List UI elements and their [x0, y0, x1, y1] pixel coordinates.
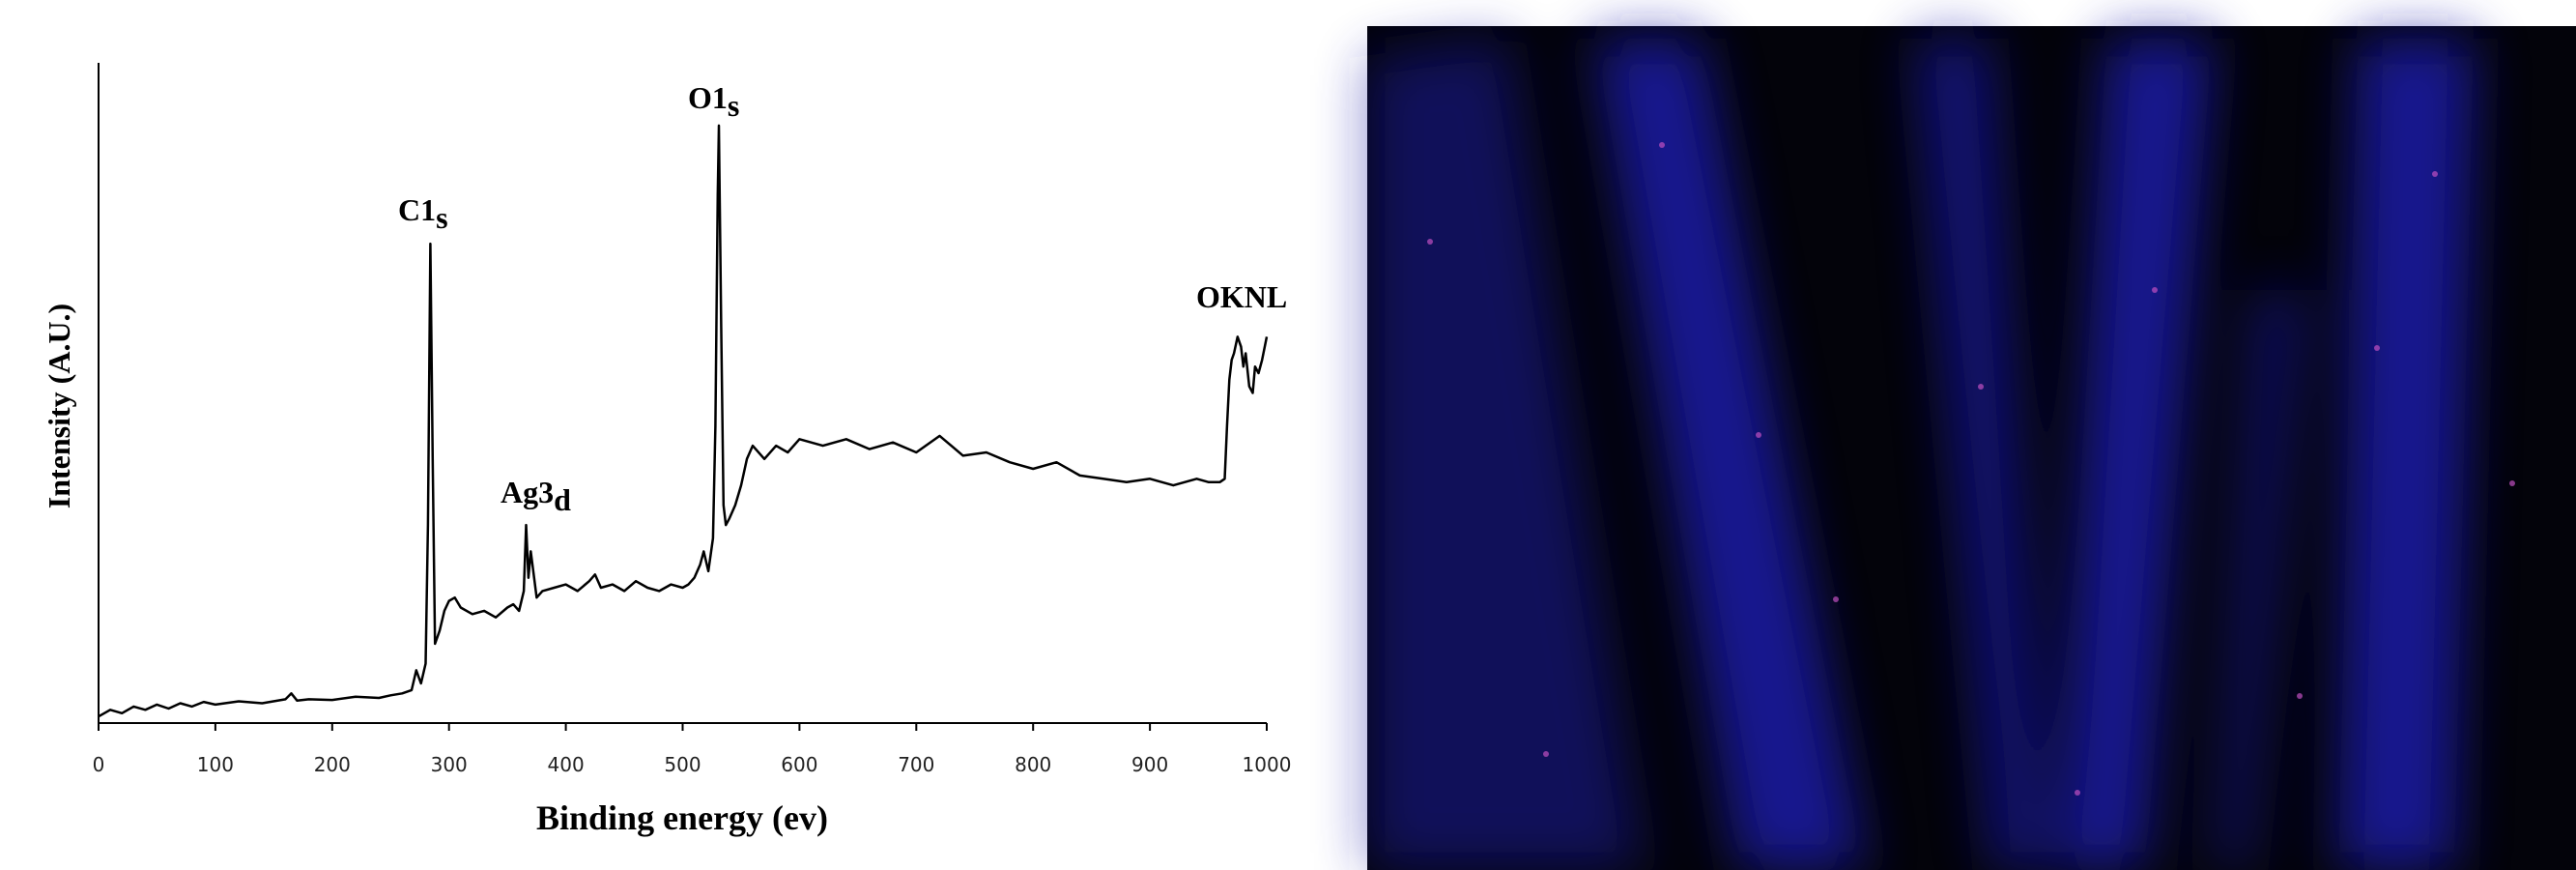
x-tick-label: 900 [1131, 753, 1168, 776]
peak-annotation: OKNL [1196, 279, 1287, 314]
annotation-subscript: d [554, 482, 571, 517]
annotation-text: C1 [398, 192, 436, 227]
annotation-subscript: s [436, 200, 447, 235]
peak-annotation: C1s [398, 192, 448, 235]
x-tick-label: 200 [314, 753, 351, 776]
spectrum-line [98, 124, 1269, 718]
peak-annotation: O1s [688, 80, 739, 123]
annotation-text: O1 [688, 80, 728, 115]
x-tick-label: 800 [1015, 753, 1051, 776]
x-axis-label: Binding energy (ev) [536, 798, 828, 837]
x-tick-label: 0 [93, 753, 105, 776]
xps-chart: Binding energy (ev) Intensity (A.U.) 0 10… [42, 63, 1291, 837]
eds-map [1367, 26, 2576, 870]
x-tick-label: 700 [898, 753, 934, 776]
x-tick-label: 100 [197, 753, 234, 776]
y-axis-label: Intensity (A.U.) [42, 304, 76, 508]
x-tick-label: 300 [431, 753, 468, 776]
x-tick-label: 1000 [1243, 753, 1292, 776]
map-bands [1367, 39, 2474, 870]
x-tick-label: 500 [664, 753, 701, 776]
map-dots [1427, 142, 2515, 796]
x-tick-label: 400 [548, 753, 585, 776]
annotation-subscript: s [728, 88, 739, 123]
x-tick-label: 600 [781, 753, 817, 776]
annotation-text: Ag3 [501, 475, 554, 509]
annotation-text: OKNL [1196, 279, 1287, 314]
peak-annotation: Ag3d [501, 475, 571, 517]
